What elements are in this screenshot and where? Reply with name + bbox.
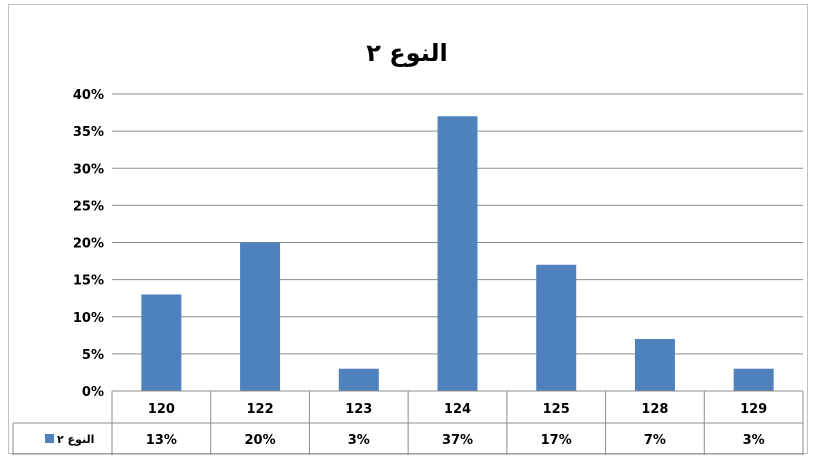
x-tick-label: 124 — [444, 402, 471, 417]
data-label: 17% — [541, 433, 572, 448]
data-label: 3% — [348, 433, 370, 448]
bar-125 — [536, 264, 577, 391]
y-tick-label: 0% — [82, 385, 104, 400]
legend-swatch — [45, 434, 54, 443]
data-label: 20% — [245, 433, 276, 448]
bar-122 — [240, 242, 281, 391]
x-tick-label: 129 — [740, 402, 767, 417]
chart-frame: النوع ٢ 0% 5% 10% 15% 20% 25% 30% 35% 40% 120 13%… — [8, 4, 808, 455]
data-table: 120 13% 122 20% 123 3% 124 37% 125 17% 128 7% 129 3% ا… — [12, 390, 804, 455]
x-tick-label: 120 — [148, 402, 175, 417]
y-tick-label: 35% — [73, 125, 104, 140]
bar-120 — [141, 294, 182, 391]
y-tick-label: 25% — [73, 199, 104, 214]
bars — [141, 116, 774, 392]
data-label: 7% — [644, 433, 666, 448]
legend-label: النوع ٢ — [57, 433, 94, 446]
y-tick-label: 30% — [73, 162, 104, 177]
data-label: 3% — [743, 433, 765, 448]
data-label: 37% — [442, 433, 473, 448]
x-tick-label: 128 — [641, 402, 668, 417]
data-label: 13% — [146, 433, 177, 448]
bar-123 — [338, 368, 379, 391]
x-tick-label: 125 — [543, 402, 570, 417]
y-axis-ticks: 0% 5% 10% 15% 20% 25% 30% 35% 40% — [73, 88, 104, 400]
bar-129 — [733, 368, 774, 391]
chart-title: النوع ٢ — [366, 39, 448, 67]
x-tick-label: 123 — [345, 402, 372, 417]
bar-chart: النوع ٢ 0% 5% 10% 15% 20% 25% 30% 35% 40% 120 13%… — [12, 39, 804, 455]
y-tick-label: 5% — [82, 348, 104, 363]
y-tick-label: 10% — [73, 311, 104, 326]
bar-128 — [634, 339, 675, 391]
y-tick-label: 40% — [73, 88, 104, 103]
y-tick-label: 15% — [73, 274, 104, 289]
y-tick-label: 20% — [73, 237, 104, 252]
bar-124 — [437, 116, 478, 392]
x-tick-label: 122 — [247, 402, 274, 417]
